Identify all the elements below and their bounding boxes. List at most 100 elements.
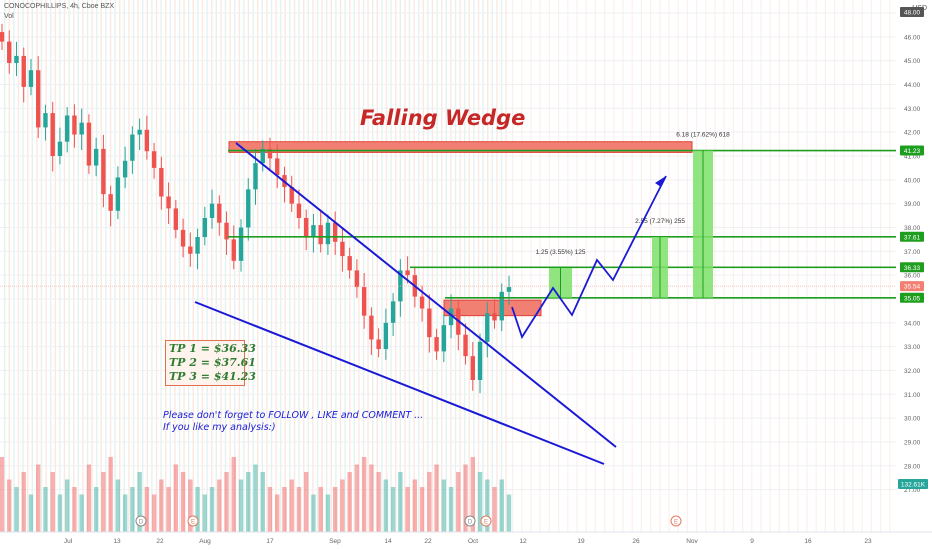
currency-label: USD bbox=[912, 5, 927, 12]
grid-stripe bbox=[73, 0, 75, 532]
grid-stripe bbox=[17, 0, 20, 532]
event-marker-label: E bbox=[674, 519, 678, 525]
grid-stripe bbox=[224, 0, 227, 532]
volume-bar bbox=[195, 487, 200, 532]
dividend-marker bbox=[135, 515, 147, 527]
candle bbox=[448, 308, 454, 326]
volume-bar bbox=[492, 487, 497, 532]
candle bbox=[79, 122, 84, 135]
grid-stripe bbox=[4, 0, 6, 532]
volume-bar bbox=[0, 457, 5, 532]
volume-bar bbox=[419, 487, 425, 532]
candle bbox=[376, 339, 381, 350]
price-tick-label: 31.00 bbox=[904, 392, 921, 399]
candle bbox=[180, 229, 186, 247]
candle bbox=[369, 315, 374, 340]
grid-stripe bbox=[257, 0, 259, 532]
grid-stripe bbox=[362, 0, 365, 532]
time-axis-bg bbox=[0, 532, 932, 550]
event-marker-label: D bbox=[139, 519, 144, 525]
grid-stripe bbox=[303, 0, 305, 532]
horizontal-grid bbox=[0, 12, 896, 491]
time-tick-label: Jul bbox=[64, 538, 73, 545]
grid-stripe bbox=[477, 0, 480, 532]
time-tick-label: 13 bbox=[113, 538, 121, 545]
grid-stripe bbox=[640, 0, 642, 532]
volume-bar bbox=[361, 457, 367, 532]
grid-stripe bbox=[59, 0, 61, 532]
grid-stripe bbox=[760, 0, 762, 532]
grid-stripe bbox=[31, 0, 33, 532]
grid-stripe bbox=[247, 0, 250, 532]
volume-bar bbox=[202, 494, 207, 532]
grid-stripe bbox=[413, 0, 415, 532]
candle bbox=[419, 296, 425, 309]
candle bbox=[93, 148, 99, 166]
price-tick-label: 38.00 bbox=[904, 225, 921, 232]
grid-stripe bbox=[252, 0, 254, 532]
zones-layer bbox=[228, 141, 693, 317]
time-tick-label: 14 bbox=[384, 538, 392, 545]
volume-bar bbox=[477, 472, 483, 532]
volume-bar bbox=[398, 472, 403, 532]
price-tick-label: 30.00 bbox=[904, 416, 921, 423]
volume-bar bbox=[311, 494, 316, 532]
grid-stripe bbox=[293, 0, 296, 532]
price-tick-label: 36.00 bbox=[904, 273, 921, 280]
volume-bar bbox=[188, 479, 193, 532]
candle bbox=[202, 217, 207, 238]
volume-bar bbox=[318, 487, 323, 532]
volume-bar bbox=[231, 457, 236, 532]
price-tag-label: 35.05 bbox=[904, 295, 921, 302]
volume-bar bbox=[448, 487, 454, 532]
price-tag-label: 41.23 bbox=[904, 148, 921, 155]
grid-stripe bbox=[280, 0, 282, 532]
grid-stripe bbox=[335, 0, 337, 532]
projection-path-layer bbox=[511, 175, 667, 340]
volume-bar bbox=[253, 464, 258, 532]
grid-stripe bbox=[418, 0, 420, 532]
volume-tag-label: 132.61K bbox=[901, 482, 926, 489]
grid-stripe bbox=[834, 0, 836, 532]
grid-stripe bbox=[13, 0, 15, 532]
candle bbox=[492, 313, 497, 321]
price-tag bbox=[900, 231, 924, 242]
grid-stripe bbox=[381, 0, 383, 532]
volume-bar bbox=[463, 464, 468, 532]
volume-bar bbox=[304, 472, 309, 532]
grid-stripe bbox=[889, 0, 891, 532]
grid-stripe bbox=[142, 0, 144, 532]
volume-bar bbox=[14, 487, 19, 532]
wedge-lines-layer bbox=[194, 142, 617, 465]
grid-stripe bbox=[454, 0, 457, 532]
candle bbox=[267, 148, 273, 159]
grid-stripe bbox=[326, 0, 328, 532]
time-tick-label: Oct bbox=[468, 538, 478, 545]
candle bbox=[188, 246, 193, 254]
volume-bar bbox=[50, 472, 55, 532]
grid-stripe bbox=[339, 0, 342, 532]
grid-stripe bbox=[8, 0, 10, 532]
volume-bar bbox=[340, 479, 345, 532]
candle bbox=[427, 308, 432, 338]
grid-stripe bbox=[128, 0, 130, 532]
candle bbox=[311, 225, 316, 238]
volume-bar bbox=[390, 487, 396, 532]
projection-arrowhead bbox=[655, 176, 666, 187]
price-tick-label: 41.00 bbox=[904, 154, 921, 161]
take-profit-box: TP 1 = $36.33 TP 2 = $37.61 TP 3 = $41.2… bbox=[165, 340, 256, 386]
price-tick-label: 42.00 bbox=[904, 130, 921, 137]
grid-stripe bbox=[298, 0, 300, 532]
candle bbox=[289, 186, 294, 204]
candle bbox=[354, 270, 360, 288]
volume-bar bbox=[347, 472, 352, 532]
grid-stripe bbox=[445, 0, 447, 532]
candle bbox=[57, 141, 63, 156]
grid-stripe bbox=[861, 0, 863, 532]
grid-stripe bbox=[266, 0, 268, 532]
grid-stripe bbox=[243, 0, 245, 532]
price-tick-label: 33.00 bbox=[904, 344, 921, 351]
candle bbox=[7, 41, 12, 64]
